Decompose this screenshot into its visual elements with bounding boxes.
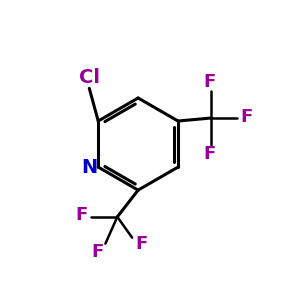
Text: F: F: [135, 235, 147, 253]
Text: N: N: [81, 158, 98, 177]
Text: F: F: [92, 243, 104, 261]
Text: Cl: Cl: [79, 68, 100, 87]
Text: F: F: [76, 206, 88, 224]
Text: F: F: [203, 74, 215, 92]
Text: F: F: [240, 108, 253, 126]
Text: F: F: [203, 145, 215, 163]
